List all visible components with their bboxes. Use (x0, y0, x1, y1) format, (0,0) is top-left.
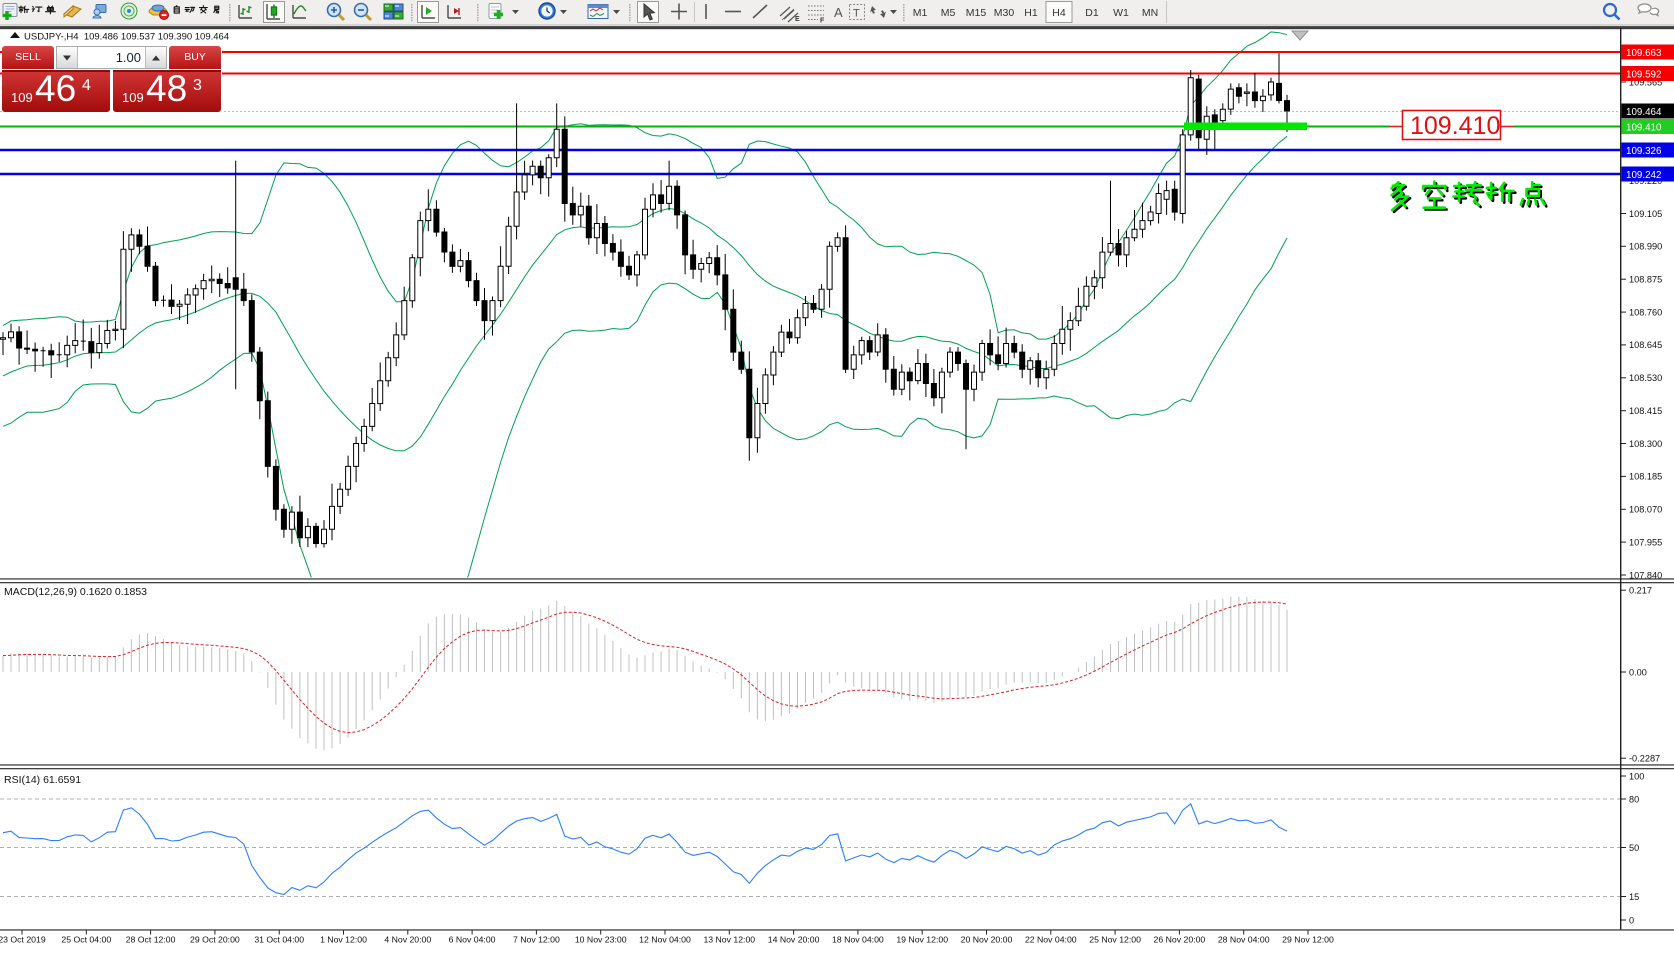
svg-text:4 Nov 20:00: 4 Nov 20:00 (384, 935, 431, 945)
svg-text:H4: H4 (1052, 7, 1066, 19)
svg-text:109.326: 109.326 (1626, 146, 1662, 157)
svg-text:108.300: 108.300 (1629, 439, 1662, 449)
svg-text:50: 50 (1629, 843, 1639, 853)
svg-text:109.592: 109.592 (1626, 69, 1661, 80)
svg-text:M30: M30 (994, 7, 1015, 19)
svg-text:USDJPY-,H4 109.486 109.537 10: USDJPY-,H4 109.486 109.537 109.390 109.4… (24, 32, 229, 43)
svg-text:22 Nov 04:00: 22 Nov 04:00 (1025, 935, 1077, 945)
svg-text:0.00: 0.00 (1629, 667, 1647, 677)
svg-text:20 Nov 20:00: 20 Nov 20:00 (961, 935, 1013, 945)
svg-text:107.840: 107.840 (1629, 570, 1662, 580)
svg-text:A: A (834, 5, 843, 20)
svg-text:109.410: 109.410 (1626, 122, 1662, 133)
svg-text:108.530: 108.530 (1629, 373, 1662, 383)
svg-text:M5: M5 (941, 7, 956, 19)
svg-text:E: E (795, 16, 800, 23)
svg-text:M15: M15 (966, 7, 987, 19)
svg-text:31 Oct 04:00: 31 Oct 04:00 (254, 935, 304, 945)
svg-text:109.663: 109.663 (1626, 48, 1662, 59)
svg-text:MACD(12,26,9) 0.1620 0.1853: MACD(12,26,9) 0.1620 0.1853 (4, 586, 147, 598)
svg-text:23 Oct 2019: 23 Oct 2019 (0, 935, 46, 945)
svg-text:13 Nov 12:00: 13 Nov 12:00 (703, 935, 755, 945)
svg-text:80: 80 (1629, 794, 1639, 804)
svg-text:F: F (820, 18, 825, 25)
svg-text:14 Nov 20:00: 14 Nov 20:00 (768, 935, 820, 945)
svg-text:19 Nov 12:00: 19 Nov 12:00 (896, 935, 948, 945)
svg-text:108.645: 108.645 (1629, 340, 1662, 350)
svg-text:M1: M1 (913, 7, 928, 19)
svg-text:MN: MN (1142, 7, 1158, 19)
svg-text:109.464: 109.464 (1626, 107, 1662, 118)
svg-text:D1: D1 (1085, 7, 1099, 19)
svg-text:H1: H1 (1024, 7, 1038, 19)
svg-text:108.415: 108.415 (1629, 406, 1662, 416)
svg-text:25 Nov 12:00: 25 Nov 12:00 (1089, 935, 1141, 945)
svg-text:26 Nov 20:00: 26 Nov 20:00 (1154, 935, 1206, 945)
svg-text:28 Oct 12:00: 28 Oct 12:00 (126, 935, 176, 945)
svg-text:7 Nov 12:00: 7 Nov 12:00 (513, 935, 560, 945)
svg-text:0.217: 0.217 (1629, 586, 1652, 596)
svg-text:28 Nov 04:00: 28 Nov 04:00 (1218, 935, 1270, 945)
svg-text:-0.2287: -0.2287 (1629, 754, 1660, 764)
svg-text:107.955: 107.955 (1629, 537, 1662, 547)
svg-text:15: 15 (1629, 892, 1639, 902)
svg-text:W1: W1 (1113, 7, 1129, 19)
svg-text:109.105: 109.105 (1629, 209, 1662, 219)
svg-text:108.760: 108.760 (1629, 307, 1662, 317)
svg-text:12 Nov 04:00: 12 Nov 04:00 (639, 935, 691, 945)
svg-text:108.185: 108.185 (1629, 472, 1662, 482)
svg-text:29 Oct 20:00: 29 Oct 20:00 (190, 935, 240, 945)
svg-text:RSI(14) 61.6591: RSI(14) 61.6591 (4, 774, 81, 786)
svg-text:109.410: 109.410 (1410, 112, 1500, 140)
svg-text:6 Nov 04:00: 6 Nov 04:00 (449, 935, 496, 945)
svg-text:108.875: 108.875 (1629, 275, 1662, 285)
svg-text:109.242: 109.242 (1626, 170, 1661, 181)
svg-text:1 Nov 12:00: 1 Nov 12:00 (320, 935, 367, 945)
svg-text:T: T (853, 8, 860, 20)
svg-text:108.990: 108.990 (1629, 242, 1662, 252)
svg-text:100: 100 (1629, 771, 1644, 781)
svg-text:25 Oct 04:00: 25 Oct 04:00 (61, 935, 111, 945)
svg-text:10 Nov 23:00: 10 Nov 23:00 (575, 935, 627, 945)
svg-text:108.070: 108.070 (1629, 505, 1662, 515)
svg-text:0: 0 (1629, 915, 1634, 925)
svg-text:29 Nov 12:00: 29 Nov 12:00 (1282, 935, 1334, 945)
svg-text:18 Nov 04:00: 18 Nov 04:00 (832, 935, 884, 945)
